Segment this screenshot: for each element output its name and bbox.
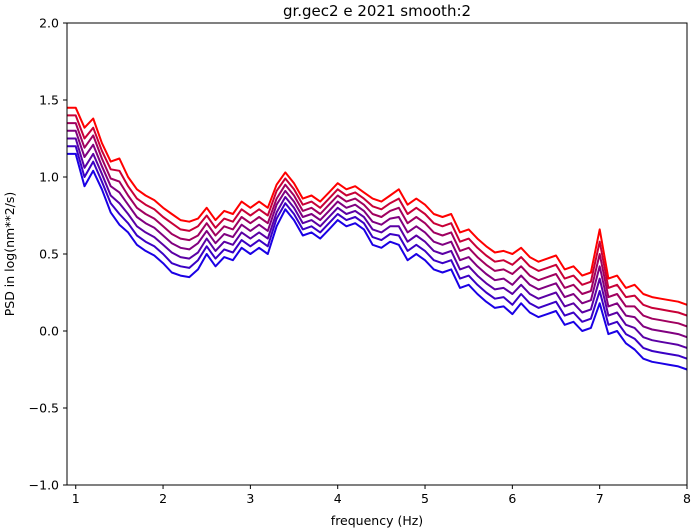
x-tick-label: 5 xyxy=(421,491,429,506)
y-tick-label: 1.0 xyxy=(39,170,59,185)
y-tick-label: 2.0 xyxy=(39,16,59,31)
series-line-7 xyxy=(67,152,688,371)
x-tick-label: 1 xyxy=(72,491,80,506)
series-line-1 xyxy=(67,106,688,306)
y-axis: −1.0 −0.5 0.0 0.5 1.0 1.5 2.0 xyxy=(29,16,67,493)
y-axis-label: PSD in log(nm**2/s) xyxy=(2,192,17,317)
y-tick-label: 0.5 xyxy=(39,247,59,262)
chart-title: gr.gec2 e 2021 smooth:2 xyxy=(283,2,471,20)
x-tick-label: 7 xyxy=(596,491,604,506)
series-line-3 xyxy=(67,122,688,328)
series-group xyxy=(67,106,688,371)
series-line-2 xyxy=(67,114,688,317)
series-line-5 xyxy=(67,137,688,349)
x-axis-label: frequency (Hz) xyxy=(331,513,423,528)
x-tick-label: 4 xyxy=(334,491,342,506)
y-tick-label: 1.5 xyxy=(39,93,59,108)
x-tick-label: 6 xyxy=(508,491,516,506)
x-tick-label: 8 xyxy=(683,491,691,506)
series-line-6 xyxy=(67,145,688,360)
y-tick-label: −0.5 xyxy=(29,401,59,416)
x-tick-label: 3 xyxy=(246,491,254,506)
series-line-4 xyxy=(67,129,688,339)
x-axis: 1 2 3 4 5 6 7 8 xyxy=(72,485,691,506)
x-tick-label: 2 xyxy=(159,491,167,506)
y-tick-label: 0.0 xyxy=(39,324,59,339)
y-tick-label: −1.0 xyxy=(29,478,59,493)
